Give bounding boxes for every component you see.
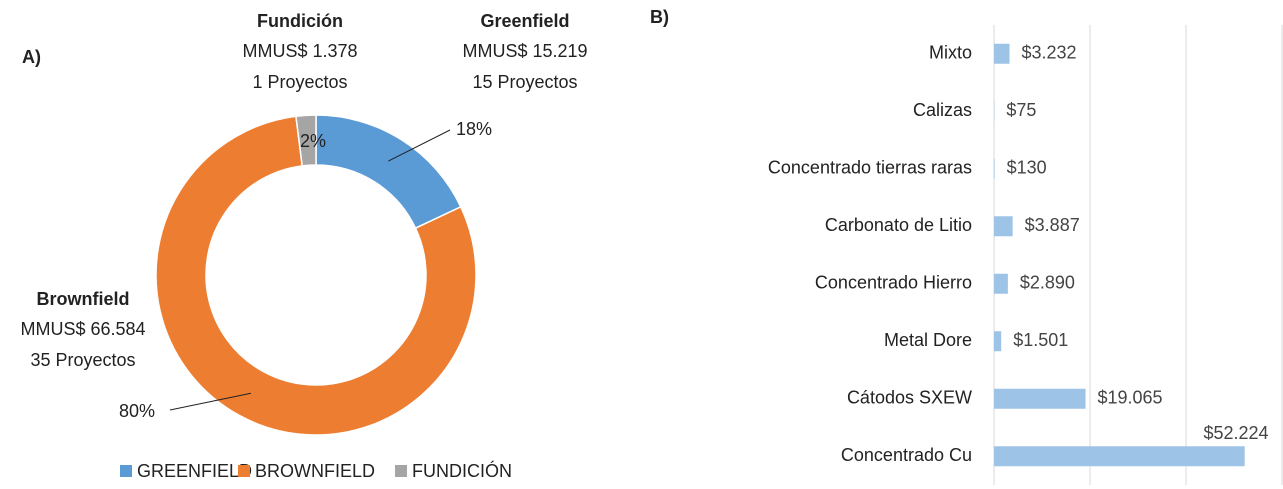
y-tick-label: Concentrado Cu [841,445,972,465]
bar [994,216,1013,237]
annotation-amount: MMUS$ 15.219 [462,41,587,61]
annotation-amount: MMUS$ 66.584 [20,319,145,339]
bar [994,43,1010,64]
y-tick-label: Cátodos SXEW [847,388,972,408]
data-label: $3.232 [1022,43,1077,63]
panel-label: A) [22,47,41,67]
annotation-title: Greenfield [480,11,569,31]
annotation-projects: 35 Proyectos [30,350,135,370]
bar [994,331,1002,352]
leader-line [388,129,451,162]
data-label: $130 [1007,158,1047,178]
y-tick-label: Metal Dore [884,330,972,350]
bar [994,446,1245,467]
bar [994,158,995,179]
annotation-title: Fundición [257,11,343,31]
data-label: $3.887 [1025,215,1080,235]
panel-label: B) [650,7,669,27]
data-label: 2% [300,131,326,151]
y-tick-label: Carbonato de Litio [825,215,972,235]
data-label: 80% [119,401,155,421]
data-label: $75 [1006,100,1036,120]
data-label: $2.890 [1020,273,1075,293]
legend-label: GREENFIELD [137,461,252,481]
donut-slice [155,115,477,436]
data-label: $1.501 [1013,330,1068,350]
annotation-title: Brownfield [37,289,130,309]
leader-line [169,392,252,411]
legend-swatch [395,465,407,477]
bar [994,388,1086,409]
data-label: 18% [456,119,492,139]
y-tick-label: Mixto [929,43,972,63]
legend-label: FUNDICIÓN [412,460,512,481]
bar [994,273,1008,294]
donut-slice [315,114,462,230]
data-label: $52.224 [1203,423,1268,443]
annotation-projects: 1 Proyectos [252,72,347,92]
y-tick-label: Calizas [913,100,972,120]
y-tick-label: Concentrado Hierro [815,273,972,293]
legend-swatch [238,465,250,477]
donut-slice [295,114,317,167]
annotation-projects: 15 Proyectos [472,72,577,92]
annotation-amount: MMUS$ 1.378 [242,41,357,61]
y-tick-label: Concentrado tierras raras [768,158,972,178]
legend-label: BROWNFIELD [255,461,375,481]
legend-swatch [120,465,132,477]
data-label: $19.065 [1098,388,1163,408]
